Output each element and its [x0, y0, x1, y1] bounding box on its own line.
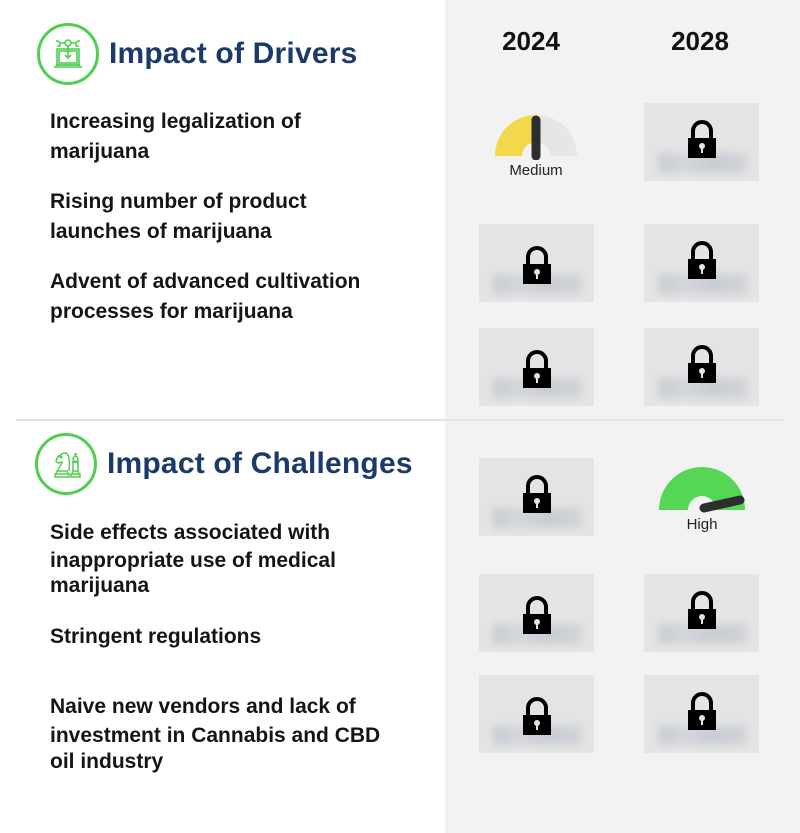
lock-icon: [523, 596, 551, 634]
challenge-item-3-line3: oil industry: [50, 750, 164, 773]
challenges-title: Impact of Challenges: [107, 447, 413, 480]
lock-icon: [688, 345, 716, 383]
column-header-2024: 2024: [502, 26, 560, 56]
driver-item-2-line1: Rising number of product: [50, 190, 307, 213]
locked-cell[interactable]: [479, 328, 594, 406]
blurred-value: [658, 274, 747, 294]
locked-cell[interactable]: [479, 224, 594, 302]
driver-item-3-line1: Advent of advanced cultivation: [50, 270, 361, 293]
column-header-2028: 2028: [671, 26, 729, 56]
challenge-item-1-line1: Side effects associated with: [50, 521, 331, 544]
gauge-high-label: High: [686, 516, 718, 533]
blurred-value: [658, 153, 747, 173]
circuit-monitor-icon: [37, 23, 99, 85]
drivers-title: Impact of Drivers: [109, 37, 358, 70]
locked-cell[interactable]: [479, 574, 594, 652]
chess-pieces-icon: [35, 433, 97, 495]
challenge-item-1-line3: marijuana: [50, 574, 150, 597]
challenge-item-3-line2: investment in Cannabis and CBD: [50, 724, 381, 747]
lock-icon: [523, 246, 551, 284]
blurred-value: [493, 508, 582, 528]
challenge-item-1-line2: inappropriate use of medical: [50, 549, 336, 572]
challenge-item-2-line1: Stringent regulations: [50, 625, 262, 648]
locked-cell[interactable]: [644, 574, 759, 652]
lock-icon: [688, 120, 716, 158]
gauge-high: High: [652, 462, 752, 542]
lock-icon: [523, 350, 551, 388]
driver-item-2-line2: launches of marijuana: [50, 220, 272, 243]
driver-item-1: Increasing legalization of marijuana: [50, 107, 420, 167]
blurred-value: [658, 378, 747, 398]
lock-icon: [688, 591, 716, 629]
locked-cell[interactable]: [644, 328, 759, 406]
lock-icon: [688, 692, 716, 730]
lock-icon: [523, 475, 551, 513]
locked-cell[interactable]: [644, 224, 759, 302]
driver-item-2: Rising number of product launches of mar…: [50, 187, 420, 247]
blurred-value: [658, 725, 747, 745]
challenge-item-3-line1: Naive new vendors and lack of: [50, 695, 356, 718]
driver-item-1-line2: marijuana: [50, 140, 150, 163]
challenge-item-1: Side effects associated with inappropria…: [50, 518, 420, 598]
gauge-medium-label: Medium: [509, 162, 563, 179]
locked-cell[interactable]: [479, 458, 594, 536]
section-divider: [16, 419, 784, 421]
driver-item-3: Advent of advanced cultivation processes…: [50, 267, 420, 327]
driver-item-3-line2: processes for marijuana: [50, 300, 293, 323]
drivers-header: Impact of Drivers: [37, 23, 357, 85]
challenge-item-2: Stringent regulations: [50, 622, 420, 652]
challenge-item-3: Naive new vendors and lack of investment…: [50, 692, 420, 774]
lock-icon: [523, 697, 551, 735]
locked-cell[interactable]: [479, 675, 594, 753]
challenges-header: Impact of Challenges: [35, 433, 413, 495]
gauge-medium: Medium: [486, 108, 586, 188]
blurred-value: [658, 624, 747, 644]
lock-icon: [688, 241, 716, 279]
locked-cell[interactable]: [644, 675, 759, 753]
locked-cell[interactable]: [644, 103, 759, 181]
driver-item-1-line1: Increasing legalization of: [50, 110, 301, 133]
